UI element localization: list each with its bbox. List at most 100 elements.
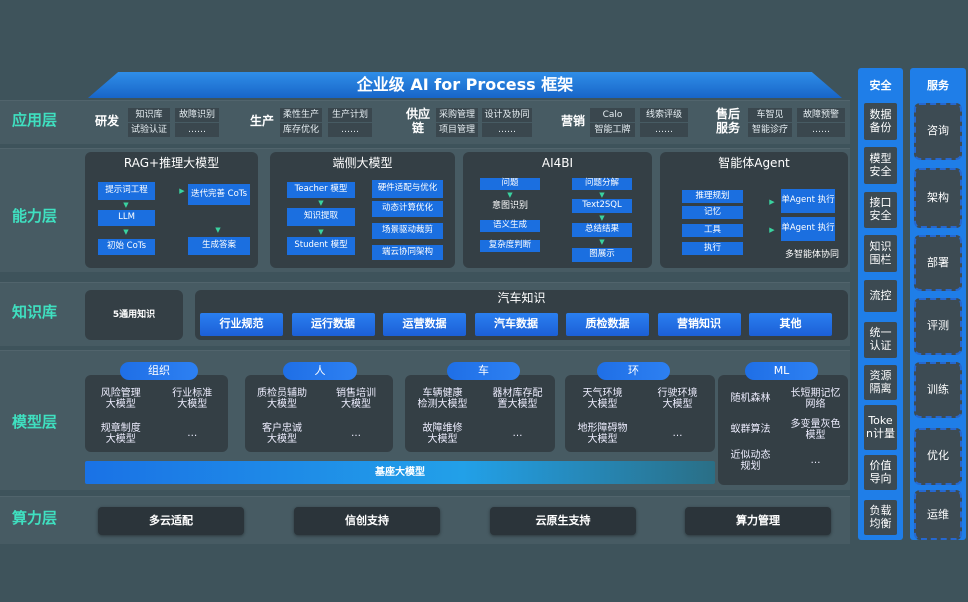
app-item[interactable]: …… — [482, 123, 532, 137]
security-item[interactable]: 统一认证 — [864, 322, 897, 358]
compute-item[interactable]: 云原生支持 — [490, 507, 636, 535]
app-item[interactable]: 柔性生产 — [280, 108, 322, 122]
app-item[interactable]: Calo — [590, 108, 635, 122]
app-item[interactable]: 知识库 — [128, 108, 170, 122]
service-item[interactable]: 训练 — [914, 362, 962, 418]
ability-node: 单Agent 执行 — [781, 189, 835, 213]
arrow-icon: ▼ — [123, 227, 129, 236]
security-item[interactable]: 知识围栏 — [864, 235, 897, 272]
model-item[interactable]: 行驶环境 大模型 — [657, 387, 698, 411]
auto-knowledge-title: 汽车知识 — [497, 290, 546, 305]
layer-label: 能力层 — [12, 207, 58, 226]
layer-label: 算力层 — [12, 509, 58, 528]
service-item[interactable]: 优化 — [914, 428, 962, 485]
model-group-label: ML — [745, 362, 818, 380]
ability-node: Teacher 模型 — [287, 182, 355, 198]
service-item[interactable]: 架构 — [914, 168, 962, 228]
app-item[interactable]: 采购管理 — [436, 108, 478, 122]
framework-title: 企业级 AI for Process 框架 — [88, 72, 842, 98]
model-item[interactable]: … — [810, 455, 821, 467]
model-item[interactable]: 近似动态 规划 — [730, 449, 771, 473]
layer-label: 应用层 — [12, 111, 58, 130]
ability-node: 端云协同架构 — [372, 245, 443, 260]
arrow-icon: ▼ — [599, 190, 605, 199]
model-group-label: 环 — [597, 362, 670, 380]
model-item[interactable]: 长短期记忆 网络 — [790, 387, 841, 411]
ability-panel-title: AI4BI — [541, 156, 574, 171]
model-item[interactable]: 规章制度 大模型 — [100, 422, 141, 446]
ability-node: 推理规划 — [682, 190, 743, 203]
model-item[interactable]: … — [672, 428, 683, 440]
compute-item[interactable]: 算力管理 — [685, 507, 831, 535]
model-item[interactable]: … — [512, 428, 523, 440]
app-item[interactable]: 设计及协同 — [482, 108, 532, 122]
ability-node: 初始 CoTs — [98, 239, 155, 255]
security-item[interactable]: 资源隔离 — [864, 365, 897, 400]
security-item[interactable]: 负载均衡 — [864, 500, 897, 535]
app-item[interactable]: 生产计划 — [328, 108, 372, 122]
service-item[interactable]: 部署 — [914, 235, 962, 291]
model-panel — [245, 375, 393, 452]
model-item[interactable]: 车辆健康 检测大模型 — [417, 387, 468, 411]
security-item[interactable]: 接口安全 — [864, 192, 897, 228]
general-knowledge[interactable]: 5通用知识 — [112, 309, 156, 320]
app-item[interactable]: 车智见 — [748, 108, 792, 122]
model-item[interactable]: 地形障碍物 大模型 — [577, 422, 628, 446]
model-item[interactable]: 多变量灰色 模型 — [790, 418, 841, 442]
app-item[interactable]: …… — [640, 123, 688, 137]
security-item[interactable]: 数据备份 — [864, 103, 897, 140]
ability-node: 提示词工程 — [98, 182, 155, 200]
service-item[interactable]: 评测 — [914, 298, 962, 355]
security-item[interactable]: 价值导向 — [864, 455, 897, 490]
app-item[interactable]: 智能工牌 — [590, 123, 635, 137]
ability-node: LLM — [98, 210, 155, 226]
security-title: 安全 — [869, 78, 892, 92]
knowledge-item[interactable]: 行业规范 — [200, 313, 283, 336]
ability-node: 语义生成 — [480, 220, 540, 232]
model-item[interactable]: 质检员辅助 大模型 — [257, 387, 307, 411]
knowledge-item[interactable]: 运营数据 — [383, 313, 466, 336]
arrow-icon: ▶ — [769, 197, 775, 206]
arrow-icon: ▼ — [215, 225, 221, 234]
model-item[interactable]: 销售培训 大模型 — [336, 387, 376, 411]
base-model[interactable]: 基座大模型 — [85, 461, 715, 484]
model-item[interactable]: 风险管理 大模型 — [100, 387, 141, 411]
app-item[interactable]: 项目管理 — [436, 123, 478, 137]
app-item[interactable]: 故障预警 — [797, 108, 845, 122]
knowledge-item[interactable]: 运行数据 — [291, 313, 375, 336]
compute-item[interactable]: 多云适配 — [98, 507, 244, 535]
model-item[interactable]: 天气环境 大模型 — [582, 387, 623, 411]
app-item[interactable]: …… — [175, 123, 219, 137]
knowledge-item[interactable]: 汽车数据 — [474, 313, 558, 336]
service-item[interactable]: 运维 — [914, 490, 962, 540]
security-item[interactable]: 流控 — [864, 280, 897, 312]
app-group-label: 研发 — [94, 114, 119, 129]
model-item[interactable]: 行业标准 大模型 — [172, 387, 213, 411]
model-item[interactable]: … — [351, 428, 361, 440]
knowledge-item[interactable]: 质检数据 — [566, 313, 649, 336]
app-item[interactable]: 线索评级 — [640, 108, 688, 122]
model-item[interactable]: 客户忠诚 大模型 — [262, 422, 302, 446]
security-item[interactable]: 模型安全 — [864, 147, 897, 184]
model-item[interactable]: 器材库存配 置大模型 — [492, 387, 543, 411]
app-item[interactable]: …… — [328, 123, 372, 137]
knowledge-item[interactable]: 其他 — [749, 313, 832, 336]
model-item[interactable]: 蚁群算法 — [730, 424, 771, 436]
arrow-icon: ▼ — [318, 227, 324, 236]
model-item[interactable]: 随机森林 — [730, 393, 771, 405]
app-item[interactable]: 故障识别 — [175, 108, 219, 122]
knowledge-item[interactable]: 营销知识 — [657, 313, 741, 336]
app-item[interactable]: 智能诊疗 — [748, 123, 792, 137]
app-group-label: 售后服务 — [715, 107, 740, 135]
app-item[interactable]: 库存优化 — [280, 123, 322, 137]
ability-node: 知识提取 — [287, 208, 355, 226]
app-item[interactable]: …… — [797, 123, 845, 137]
model-panel — [718, 375, 848, 485]
model-item[interactable]: … — [187, 428, 198, 440]
security-item[interactable]: Token计量 — [864, 405, 897, 450]
compute-item[interactable]: 信创支持 — [294, 507, 440, 535]
service-item[interactable]: 咨询 — [914, 103, 962, 160]
model-item[interactable]: 故障维修 大模型 — [422, 422, 463, 446]
ability-node: 工具 — [682, 224, 743, 237]
app-item[interactable]: 试验认证 — [128, 123, 170, 137]
